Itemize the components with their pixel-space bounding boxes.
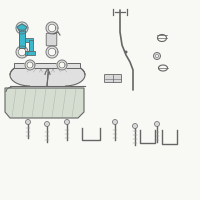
Bar	[25, 38, 33, 42]
Bar	[30, 64, 65, 86]
Polygon shape	[25, 60, 35, 70]
Bar	[14, 63, 80, 68]
Polygon shape	[5, 88, 84, 118]
Circle shape	[132, 123, 138, 129]
Ellipse shape	[45, 64, 85, 86]
Circle shape	[112, 119, 118, 124]
Polygon shape	[48, 48, 56, 56]
Circle shape	[154, 121, 160, 127]
Circle shape	[154, 52, 160, 60]
Polygon shape	[27, 62, 33, 68]
Polygon shape	[18, 24, 26, 32]
Polygon shape	[18, 48, 26, 56]
Polygon shape	[46, 22, 58, 34]
Bar	[29, 40, 33, 52]
Polygon shape	[17, 24, 27, 30]
Circle shape	[26, 119, 30, 124]
Bar	[29, 40, 33, 52]
Polygon shape	[16, 22, 28, 34]
Polygon shape	[57, 60, 67, 70]
FancyBboxPatch shape	[46, 33, 57, 46]
Circle shape	[124, 50, 128, 53]
Polygon shape	[16, 46, 28, 58]
FancyBboxPatch shape	[104, 74, 122, 82]
Polygon shape	[59, 62, 65, 68]
Polygon shape	[48, 24, 56, 32]
Ellipse shape	[10, 64, 50, 86]
Polygon shape	[46, 46, 58, 58]
Circle shape	[156, 54, 158, 58]
Circle shape	[64, 119, 70, 124]
Bar	[19, 30, 25, 48]
Bar	[25, 51, 35, 55]
Circle shape	[44, 121, 50, 127]
